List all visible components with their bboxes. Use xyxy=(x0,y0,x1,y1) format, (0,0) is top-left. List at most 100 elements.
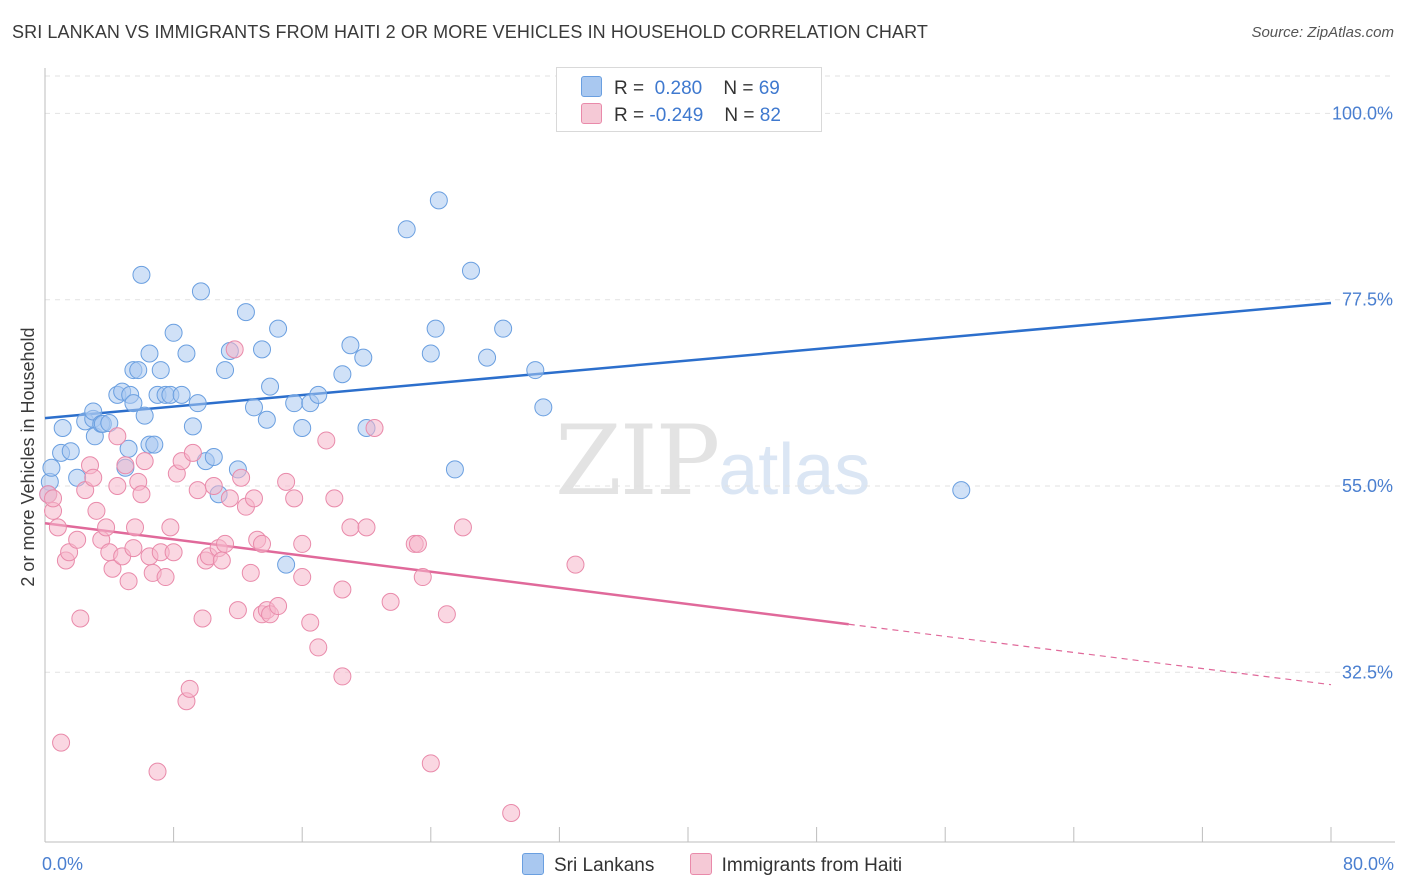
legend-row-haiti: R = -0.249 N = 82 xyxy=(581,103,781,127)
point-sri-lankan xyxy=(494,319,513,338)
point-sri-lankan xyxy=(526,361,545,380)
point-sri-lankan xyxy=(151,361,170,380)
y-axis-label: 2 or more Vehicles in Household xyxy=(18,327,38,586)
point-haiti xyxy=(301,613,320,632)
point-sri-lankan xyxy=(285,394,304,413)
legend-n-label: N = xyxy=(723,78,754,99)
legend-n-value: 82 xyxy=(759,105,781,126)
point-sri-lankan xyxy=(461,261,480,280)
point-haiti xyxy=(413,568,432,587)
point-sri-lankan xyxy=(183,417,202,436)
point-sri-lankan xyxy=(177,344,196,363)
y-tick-label: 77.5% xyxy=(1342,290,1393,310)
point-sri-lankan xyxy=(61,442,80,461)
point-haiti xyxy=(126,518,145,537)
point-haiti xyxy=(97,518,116,537)
point-sri-lankan xyxy=(244,398,263,417)
point-haiti xyxy=(156,568,175,587)
point-haiti xyxy=(116,456,135,475)
point-haiti xyxy=(381,592,400,611)
point-sri-lankan xyxy=(135,406,154,425)
point-sri-lankan xyxy=(309,385,328,404)
point-sri-lankan xyxy=(172,385,191,404)
point-haiti xyxy=(44,489,63,508)
legend-swatch-blue xyxy=(522,853,544,875)
point-sri-lankan xyxy=(277,555,296,574)
point-haiti xyxy=(48,518,67,537)
point-haiti xyxy=(161,518,180,537)
point-sri-lankan xyxy=(429,191,448,210)
point-sri-lankan xyxy=(42,458,61,477)
legend-n-value: 69 xyxy=(758,78,780,99)
point-haiti xyxy=(357,518,376,537)
point-sri-lankan xyxy=(100,414,119,433)
point-haiti xyxy=(108,427,127,446)
point-sri-lankan xyxy=(204,448,223,466)
point-haiti xyxy=(225,340,244,359)
data-points xyxy=(39,191,971,823)
point-haiti xyxy=(325,489,344,508)
point-sri-lankan xyxy=(478,348,497,367)
point-sri-lankan xyxy=(164,323,183,342)
point-haiti xyxy=(244,489,263,508)
point-haiti xyxy=(68,530,87,549)
point-haiti xyxy=(220,489,239,508)
point-sri-lankan xyxy=(445,460,464,479)
y-tick-label: 32.5% xyxy=(1342,662,1393,682)
legend-item-sri-lankans: Sri Lankans xyxy=(522,853,654,877)
y-tick-label: 55.0% xyxy=(1342,476,1393,496)
point-sri-lankan xyxy=(341,336,360,355)
point-haiti xyxy=(408,534,427,553)
point-haiti xyxy=(309,638,328,657)
point-haiti xyxy=(119,572,138,591)
correlation-legend: R = 0.280 N = 69 R = -0.249 N = 82 xyxy=(556,67,822,132)
trend-lines xyxy=(44,301,1332,686)
point-haiti xyxy=(103,559,122,578)
legend-swatch-blue xyxy=(581,76,602,97)
point-haiti xyxy=(269,597,288,616)
point-haiti xyxy=(52,733,71,752)
watermark-atlas: atlas xyxy=(718,430,871,510)
point-haiti xyxy=(84,468,103,487)
axis-labels: 32.5% 55.0% 77.5% 100.0% 0.0% 80.0% 2 or more … xyxy=(18,103,1394,874)
point-haiti xyxy=(293,568,312,587)
point-sri-lankan xyxy=(952,481,971,500)
point-haiti xyxy=(148,762,167,781)
watermark: ZIPatlas xyxy=(555,405,870,517)
point-sri-lankan xyxy=(140,344,159,363)
point-sri-lankan xyxy=(191,282,210,301)
point-haiti xyxy=(293,534,312,553)
point-haiti xyxy=(453,518,472,537)
point-haiti xyxy=(421,754,440,773)
point-haiti xyxy=(183,443,202,462)
point-haiti xyxy=(71,609,90,628)
legend-label-haiti: Immigrants from Haiti xyxy=(721,855,903,876)
trend-line-sri-lankans xyxy=(44,301,1332,420)
legend-r-value: 0.280 xyxy=(654,78,703,99)
point-haiti xyxy=(277,472,296,491)
point-haiti xyxy=(502,804,521,823)
point-sri-lankan xyxy=(253,340,272,359)
point-sri-lankan xyxy=(53,419,72,438)
x-tick-label-min: 0.0% xyxy=(42,854,83,874)
point-sri-lankan xyxy=(188,394,207,413)
point-haiti xyxy=(164,543,183,562)
legend-r-label: R = xyxy=(614,78,645,99)
point-sri-lankan xyxy=(261,377,280,396)
point-haiti xyxy=(108,476,127,495)
point-sri-lankan xyxy=(354,348,373,367)
legend-item-haiti: Immigrants from Haiti xyxy=(689,853,903,877)
point-sri-lankan xyxy=(124,394,143,413)
axes xyxy=(44,68,1395,843)
point-sri-lankan xyxy=(129,361,148,380)
point-haiti xyxy=(132,485,151,504)
legend-swatch-pink xyxy=(689,853,712,875)
point-haiti xyxy=(365,419,384,438)
point-haiti xyxy=(212,551,231,570)
point-sri-lankan xyxy=(421,344,440,363)
point-haiti xyxy=(135,452,154,471)
point-haiti xyxy=(193,609,212,628)
point-sri-lankan xyxy=(216,361,235,380)
point-sri-lankan xyxy=(269,319,288,338)
